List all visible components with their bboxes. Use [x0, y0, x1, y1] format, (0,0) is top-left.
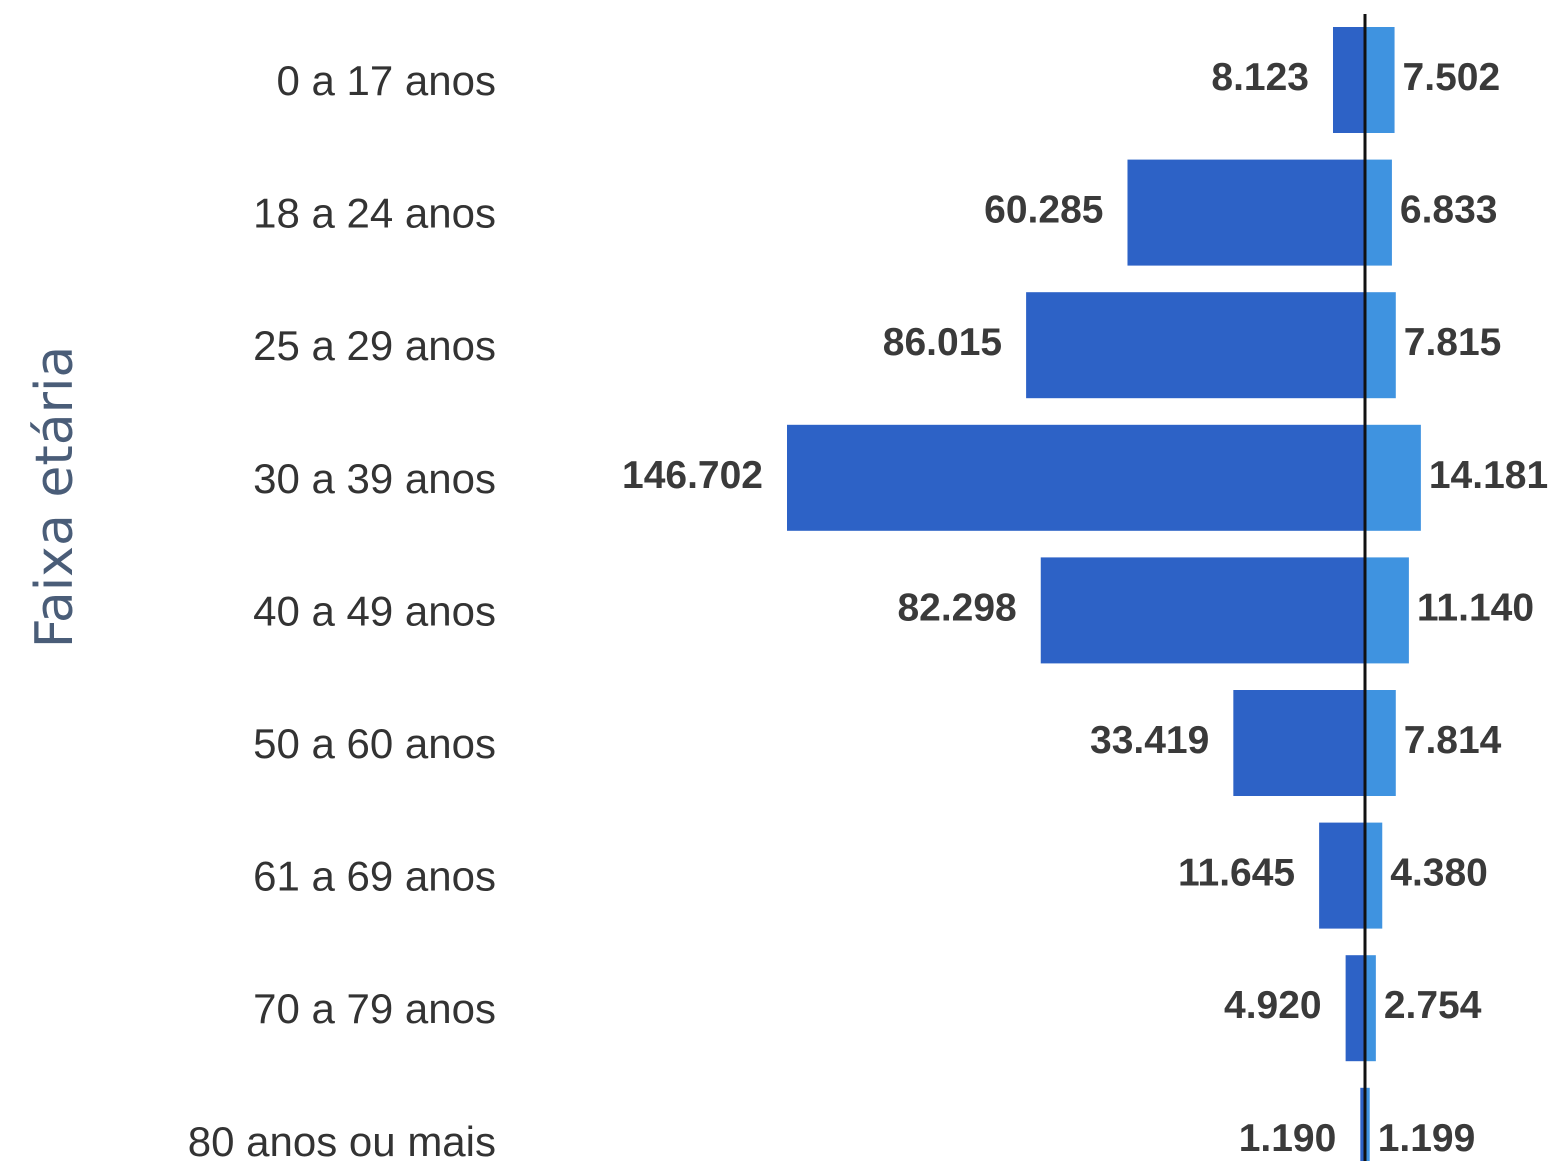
right-value-label: 14.181 [1429, 454, 1548, 497]
right-value-label: 4.380 [1390, 852, 1488, 895]
left-value-label: 60.285 [984, 189, 1103, 232]
right-value-label: 7.502 [1403, 56, 1501, 99]
left-bar [1127, 159, 1365, 266]
y-axis-title: Faixa etária [25, 346, 85, 649]
left-bar [1040, 557, 1365, 664]
category-label: 40 a 49 anos [253, 587, 496, 634]
right-value-label: 1.199 [1378, 1117, 1476, 1160]
category-labels: 0 a 17 anos 18 a 24 anos 25 a 29 anos 30 a … [188, 57, 496, 1161]
left-value-label: 86.015 [883, 321, 1002, 364]
category-label: 25 a 29 anos [253, 322, 496, 369]
right-value-label: 7.815 [1404, 321, 1502, 364]
left-bar [1319, 822, 1365, 929]
left-bar [1345, 955, 1365, 1062]
category-label: 80 anos ou mais [188, 1118, 496, 1161]
category-label: 50 a 60 anos [253, 720, 496, 767]
right-series-value-labels: 7.502 6.833 7.815 14.181 11.140 7.814 4.380 2.7… [1378, 56, 1548, 1160]
right-value-label: 7.814 [1404, 719, 1502, 762]
left-value-label: 1.190 [1239, 1117, 1337, 1160]
left-series-bars [787, 27, 1365, 1161]
left-bar [1233, 690, 1365, 796]
left-value-label: 8.123 [1211, 56, 1309, 99]
left-value-label: 33.419 [1090, 719, 1209, 762]
left-bar [787, 424, 1365, 531]
right-bar [1365, 1087, 1370, 1161]
right-bar [1365, 690, 1396, 796]
category-label: 0 a 17 anos [276, 57, 496, 104]
right-bar [1365, 159, 1392, 266]
right-value-label: 2.754 [1384, 984, 1482, 1027]
right-value-label: 11.140 [1417, 586, 1534, 629]
left-value-label: 82.298 [897, 586, 1016, 629]
left-value-label: 146.702 [622, 454, 763, 497]
category-label: 70 a 79 anos [253, 985, 496, 1032]
right-value-label: 6.833 [1400, 189, 1498, 232]
right-bar [1365, 27, 1395, 133]
category-label: 18 a 24 anos [253, 190, 496, 237]
right-bar [1365, 822, 1383, 929]
right-bar [1365, 424, 1421, 531]
left-bar [1026, 292, 1365, 399]
category-label: 30 a 39 anos [253, 455, 496, 502]
left-bar [1332, 27, 1365, 133]
left-value-label: 4.920 [1224, 984, 1322, 1027]
right-bar [1365, 955, 1376, 1062]
right-bar [1365, 292, 1396, 399]
right-bar [1365, 557, 1409, 664]
category-label: 61 a 69 anos [253, 853, 496, 900]
left-value-label: 11.645 [1178, 852, 1295, 895]
left-series-value-labels: 8.123 60.285 86.015 146.702 82.298 33.419 11.6… [622, 56, 1336, 1160]
right-series-bars [1365, 27, 1421, 1161]
left-bar [1360, 1087, 1365, 1161]
